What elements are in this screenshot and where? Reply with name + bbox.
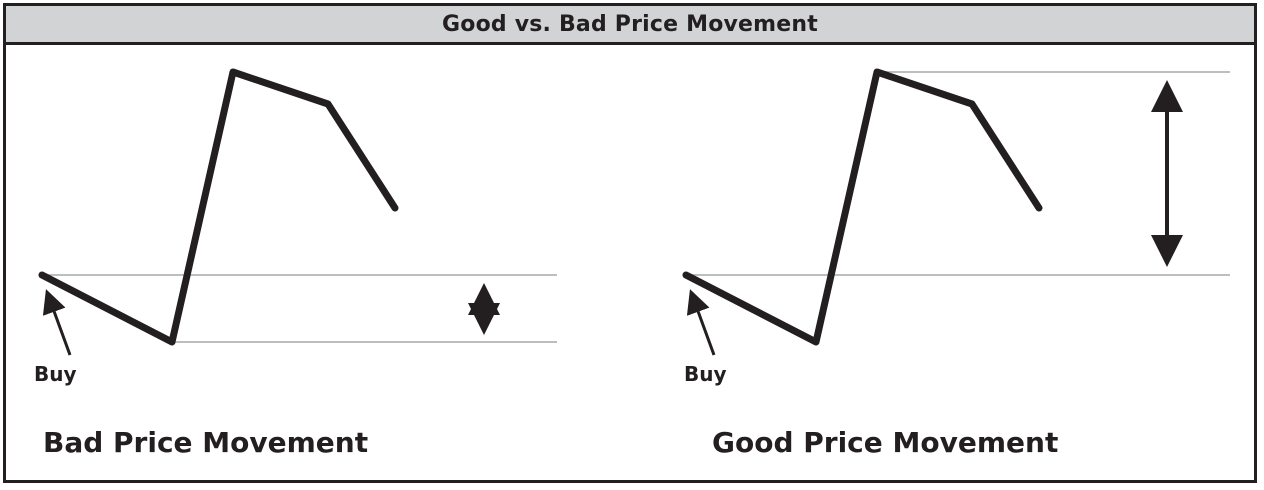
buy-pointer-arrow <box>42 289 72 356</box>
buy-label: Buy <box>684 362 727 386</box>
bad-movement-panel: Buy Bad Price Movement <box>34 68 557 459</box>
buy-label: Buy <box>34 362 77 386</box>
panel-caption: Good Price Movement <box>712 426 1058 459</box>
buy-pointer-arrow <box>686 289 716 356</box>
price-path-line <box>682 68 1043 346</box>
diagram-frame: Good vs. Bad Price Movement <box>3 3 1257 483</box>
diagram-title: Good vs. Bad Price Movement <box>442 11 818 37</box>
price-path-line <box>38 68 399 346</box>
good-movement-panel: Buy Good Price Movement <box>682 68 1230 459</box>
title-bar: Good vs. Bad Price Movement <box>6 6 1254 45</box>
panel-caption: Bad Price Movement <box>43 426 368 459</box>
